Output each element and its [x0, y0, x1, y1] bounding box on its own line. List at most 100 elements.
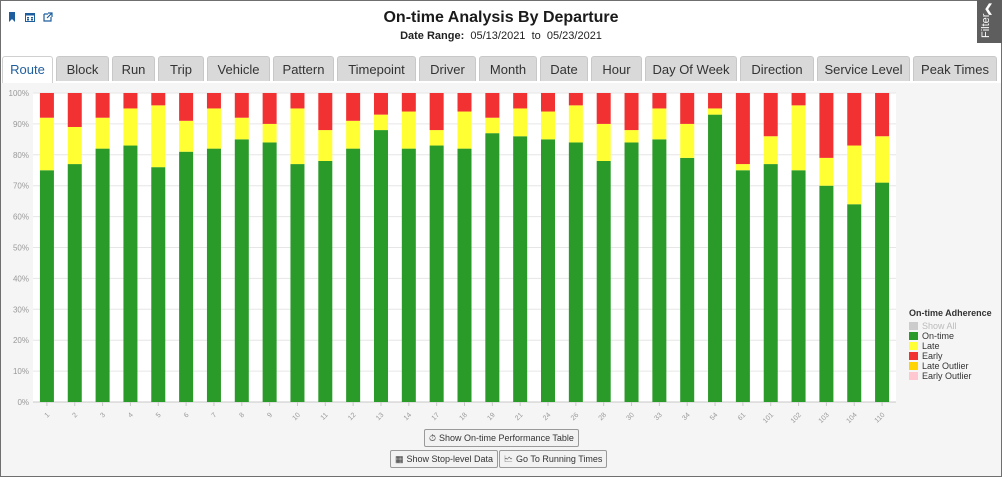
running-times-button[interactable]: 🗠 Go To Running Times	[499, 450, 608, 468]
filter-label: Filter	[980, 13, 992, 38]
bar-early-26	[568, 93, 583, 106]
bar-on-time-18	[457, 148, 472, 402]
x-tick-label: 3	[99, 412, 107, 420]
legend-item-show-all[interactable]: Show All	[909, 321, 992, 331]
bar-on-time-8	[234, 139, 249, 402]
bar-on-time-3	[95, 148, 110, 402]
show-table-button[interactable]: ⏱ Show On-time Performance Table	[424, 429, 579, 447]
chart-legend: On-time Adherence Show All On-time Late Ear…	[909, 308, 992, 381]
x-tick-label: 54	[709, 412, 720, 423]
x-tick-label: 4	[127, 412, 135, 420]
tab-timepoint[interactable]: Timepoint	[337, 56, 416, 81]
bar-on-time-24	[541, 139, 556, 402]
bar-early-5	[151, 93, 166, 106]
x-tick-label: 103	[818, 412, 831, 425]
tab-vehicle[interactable]: Vehicle	[207, 56, 270, 81]
bar-late-11	[318, 130, 333, 161]
tab-date[interactable]: Date	[540, 56, 588, 81]
bar-early-104	[847, 93, 862, 146]
action-bar: ▦ Show Stop-level Data 🗠 Go To Running Tim…	[1, 448, 1001, 476]
bar-late-5	[151, 105, 166, 168]
legend-item-early[interactable]: Early	[909, 351, 992, 361]
external-link-icon[interactable]	[43, 9, 53, 22]
bar-late-104	[847, 145, 862, 205]
bar-early-18	[457, 93, 472, 112]
bar-late-28	[596, 123, 611, 161]
tab-direction[interactable]: Direction	[740, 56, 814, 81]
legend-swatch	[909, 352, 918, 360]
x-tick-label: 8	[238, 412, 246, 420]
tab-trip[interactable]: Trip	[158, 56, 204, 81]
bar-late-30	[624, 130, 639, 143]
page-title: On-time Analysis By Departure	[383, 9, 619, 26]
tab-pattern[interactable]: Pattern	[273, 56, 334, 81]
date-from: 05/13/2021	[470, 30, 526, 42]
bar-late-18	[457, 111, 472, 149]
legend-label: Early	[922, 351, 943, 361]
x-tick-label: 19	[486, 412, 497, 423]
tab-peak-times[interactable]: Peak Times	[913, 56, 997, 81]
legend-label: Early Outlier	[922, 371, 972, 381]
x-tick-label: 17	[431, 412, 442, 423]
toolbar-icons	[7, 9, 53, 22]
tab-block[interactable]: Block	[56, 56, 109, 81]
bar-on-time-19	[485, 133, 500, 403]
x-tick-label: 28	[598, 412, 609, 423]
legend-swatch	[909, 332, 918, 340]
x-tick-label: 13	[375, 412, 386, 423]
filter-panel-toggle[interactable]: ❮ Filter	[977, 0, 1002, 43]
show-stop-data-label: Show Stop-level Data	[406, 454, 494, 464]
chevron-left-icon: ❮	[984, 3, 994, 15]
bar-late-103	[819, 157, 834, 186]
running-times-label: Go To Running Times	[516, 454, 603, 464]
bar-late-12	[346, 120, 361, 149]
bar-early-33	[652, 93, 667, 109]
y-tick-label: 20%	[13, 336, 29, 345]
x-tick-label: 110	[874, 412, 887, 425]
tab-run[interactable]: Run	[112, 56, 155, 81]
tab-service-level[interactable]: Service Level	[817, 56, 910, 81]
bar-late-24	[541, 111, 556, 140]
x-tick-label: 101	[762, 412, 775, 425]
show-stop-data-button[interactable]: ▦ Show Stop-level Data	[390, 450, 499, 468]
legend-item-on-time[interactable]: On-time	[909, 331, 992, 341]
bar-late-13	[373, 114, 388, 131]
tab-hour[interactable]: Hour	[591, 56, 642, 81]
x-tick-label: 7	[211, 412, 219, 420]
legend-item-late[interactable]: Late	[909, 341, 992, 351]
bar-late-21	[513, 108, 528, 137]
tab-route[interactable]: Route	[2, 56, 53, 83]
x-tick-label: 1	[44, 412, 52, 420]
bar-early-28	[596, 93, 611, 124]
bookmark-icon[interactable]	[7, 9, 17, 22]
bar-on-time-30	[624, 142, 639, 402]
legend-label: Show All	[922, 321, 957, 331]
y-tick-label: 40%	[13, 274, 29, 283]
bar-early-13	[373, 93, 388, 115]
date-range-label: Date Range:	[400, 30, 465, 42]
bar-early-9	[262, 93, 277, 124]
bar-late-34	[680, 123, 695, 158]
bar-late-61	[735, 164, 750, 171]
bar-early-3	[95, 93, 110, 118]
x-tick-label: 24	[542, 412, 553, 423]
legend-item-early-outlier[interactable]: Early Outlier	[909, 371, 992, 381]
bar-early-19	[485, 93, 500, 118]
bar-late-9	[262, 123, 277, 143]
y-tick-label: 50%	[13, 244, 29, 253]
legend-item-late-outlier[interactable]: Late Outlier	[909, 361, 992, 371]
table-icon: ▦	[395, 454, 404, 464]
bar-early-24	[541, 93, 556, 112]
calendar-icon[interactable]	[25, 9, 35, 22]
date-to-word: to	[531, 30, 541, 42]
x-tick-label: 14	[403, 412, 414, 423]
bar-on-time-5	[151, 167, 166, 402]
x-tick-label: 26	[570, 412, 581, 423]
bar-early-34	[680, 93, 695, 124]
legend-label: On-time	[922, 331, 955, 341]
tab-driver[interactable]: Driver	[419, 56, 476, 81]
tab-month[interactable]: Month	[479, 56, 537, 81]
bar-late-3	[95, 117, 110, 149]
x-tick-label: 10	[291, 412, 302, 423]
tab-day-of-week[interactable]: Day Of Week	[645, 56, 737, 81]
